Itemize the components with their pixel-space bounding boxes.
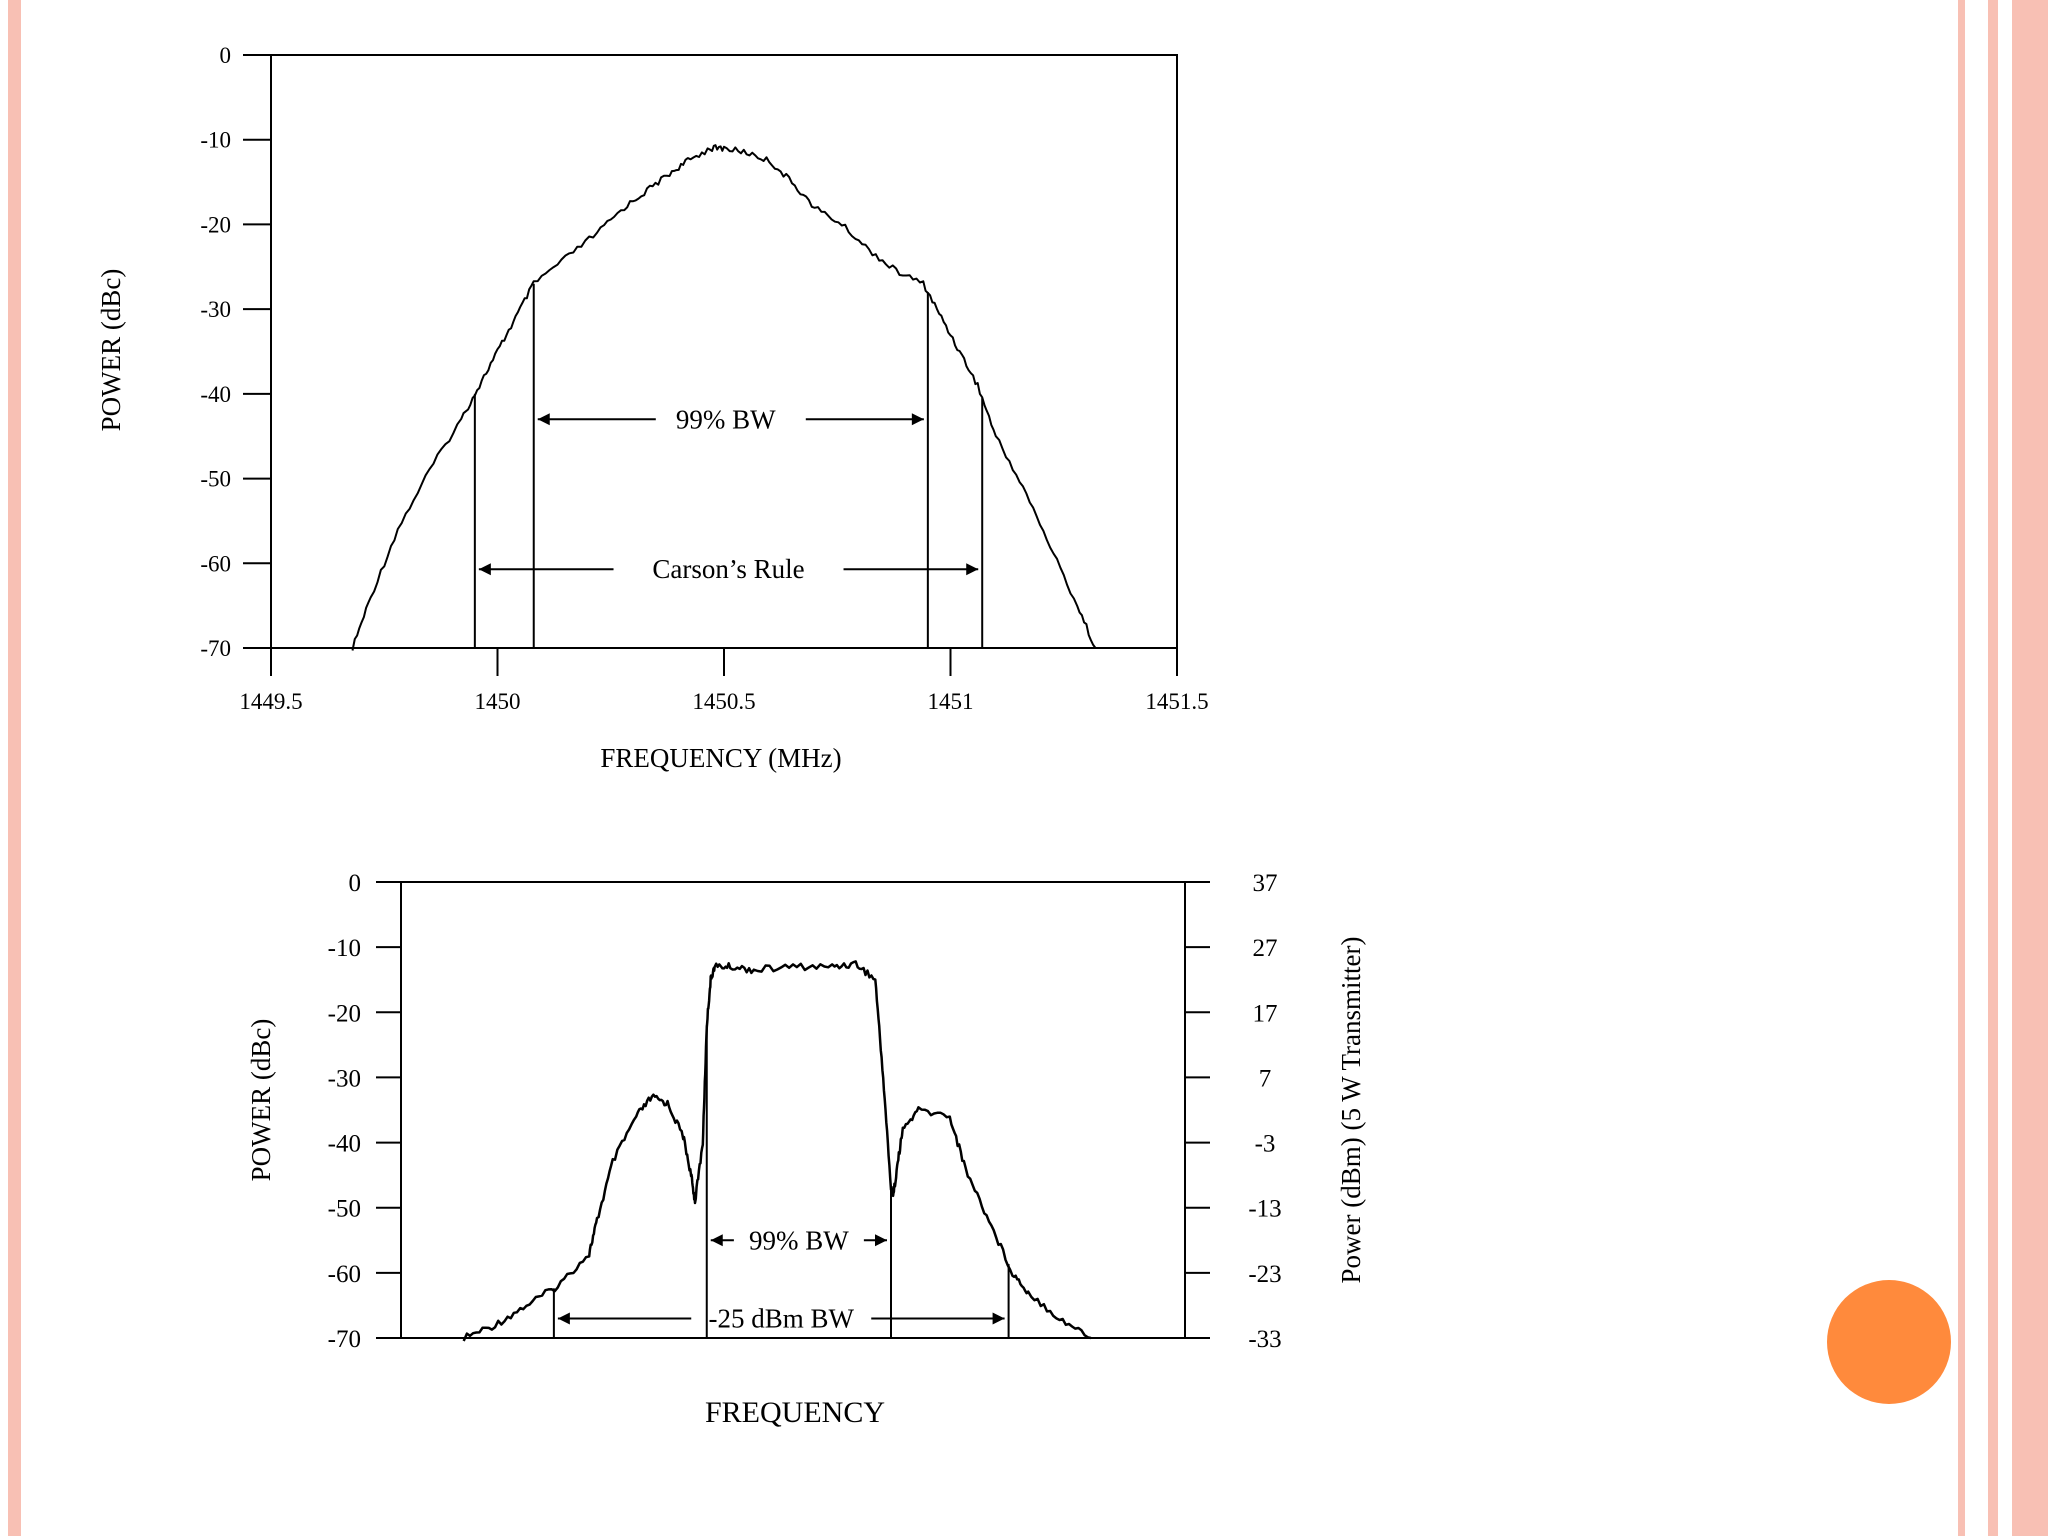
chart1-annotation-label: Carson’s Rule xyxy=(652,554,804,584)
chart1-y-tick-label: -10 xyxy=(200,128,231,153)
chart2-right-y-axis-title: Power (dBm) (5 W Transmitter) xyxy=(1336,937,1366,1284)
chart2-y-tick-label: 0 xyxy=(349,870,362,897)
chart2-arrow-head xyxy=(557,1312,570,1325)
chart1-x-tick-label: 1449.5 xyxy=(239,689,302,714)
orange-circle-decoration xyxy=(1827,1280,1951,1404)
chart2-annotation-label: 99% BW xyxy=(749,1225,849,1255)
chart1-x-tick-label: 1451.5 xyxy=(1145,689,1208,714)
chart2-y-tick-label: -30 xyxy=(328,1065,361,1092)
chart1-y-tick-label: -70 xyxy=(200,636,231,661)
chart1-x-axis-title: FREQUENCY (MHz) xyxy=(600,743,841,773)
chart1-arrow-head xyxy=(537,413,550,426)
chart2-y-axis-title: POWER (dBc) xyxy=(246,1019,276,1182)
chart2-right-y-tick-label: 17 xyxy=(1253,1000,1278,1027)
chart2-y-tick-label: -20 xyxy=(328,1000,361,1027)
chart1-annotation-label: 99% BW xyxy=(676,404,776,434)
chart2-arrow-head xyxy=(992,1312,1005,1325)
chart2-axes xyxy=(400,881,1186,1339)
right-border-stripe-2 xyxy=(1988,0,1998,1536)
chart1-x-tick-label: 1451 xyxy=(928,689,974,714)
chart2-y-tick-label: -50 xyxy=(328,1196,361,1223)
chart2-right-y-tick-label: -3 xyxy=(1255,1131,1276,1158)
chart1-y-tick-label: -20 xyxy=(200,212,231,237)
chart2-spectrum-line xyxy=(462,960,1092,1342)
chart1-annotations: 99% BW Carson’s Rule xyxy=(473,283,984,648)
chart2-annotations: 99% BW -25 dBm BW xyxy=(552,1025,1010,1338)
chart1-spectrum-line xyxy=(351,144,1097,651)
chart1-y-tick-label: -50 xyxy=(200,467,231,492)
chart1-x-tick-label: 1450.5 xyxy=(692,689,755,714)
chart1-y-tick-label: -60 xyxy=(200,551,231,576)
chart2-right-y-tick-label: 27 xyxy=(1253,935,1278,962)
chart2-y-tick-label: -70 xyxy=(328,1326,361,1353)
chart2-right-y-tick-label: -13 xyxy=(1248,1196,1281,1223)
chart1-arrow-head xyxy=(966,563,979,576)
fm-spectrum-chart: 0 -10 -20 -30 -40 -50 -60 -70 1449.5 1450 1450.5 14… xyxy=(96,43,1209,773)
chart2-y-tick-label: -40 xyxy=(328,1131,361,1158)
chart1-y-tick-label: 0 xyxy=(220,43,232,68)
chart1-y-axis-title: POWER (dBc) xyxy=(96,269,126,432)
chart2-right-y-tick-label: 37 xyxy=(1253,870,1278,897)
chart2-ticks xyxy=(376,881,1210,1339)
chart2-y-tick-label: -60 xyxy=(328,1261,361,1288)
chart2-y-tick-label: -10 xyxy=(328,935,361,962)
chart1-tick-labels: 0 -10 -20 -30 -40 -50 -60 -70 1449.5 1450 1450.5 14… xyxy=(200,43,1208,714)
chart2-arrow-head xyxy=(710,1234,723,1247)
chart2-x-axis-title: FREQUENCY xyxy=(705,1396,885,1429)
chart2-arrow-head xyxy=(875,1234,887,1247)
chart1-arrow-head xyxy=(911,413,924,426)
modulation-spectrum-chart: 0 -10 -20 -30 -40 -50 -60 -70 37 27 17 7 -3 -13 -23 -33… xyxy=(246,870,1366,1429)
chart1-ticks xyxy=(243,54,1178,676)
chart2-right-y-tick-label: 7 xyxy=(1259,1065,1272,1092)
right-border-stripe-1 xyxy=(1958,0,1965,1536)
chart1-x-tick-label: 1450 xyxy=(475,689,521,714)
chart1-y-tick-label: -30 xyxy=(200,297,231,322)
chart1-arrow-head xyxy=(478,563,491,576)
chart2-right-y-tick-label: -33 xyxy=(1248,1326,1281,1353)
chart2-annotation-label: -25 dBm BW xyxy=(708,1303,854,1333)
chart1-y-tick-label: -40 xyxy=(200,382,231,407)
left-border-stripe xyxy=(8,0,21,1536)
chart2-tick-labels: 0 -10 -20 -30 -40 -50 -60 -70 37 27 17 7 -3 -13 -23 -33 xyxy=(328,870,1282,1353)
right-border-stripe-3 xyxy=(2012,0,2048,1536)
chart2-right-y-tick-label: -23 xyxy=(1248,1261,1281,1288)
